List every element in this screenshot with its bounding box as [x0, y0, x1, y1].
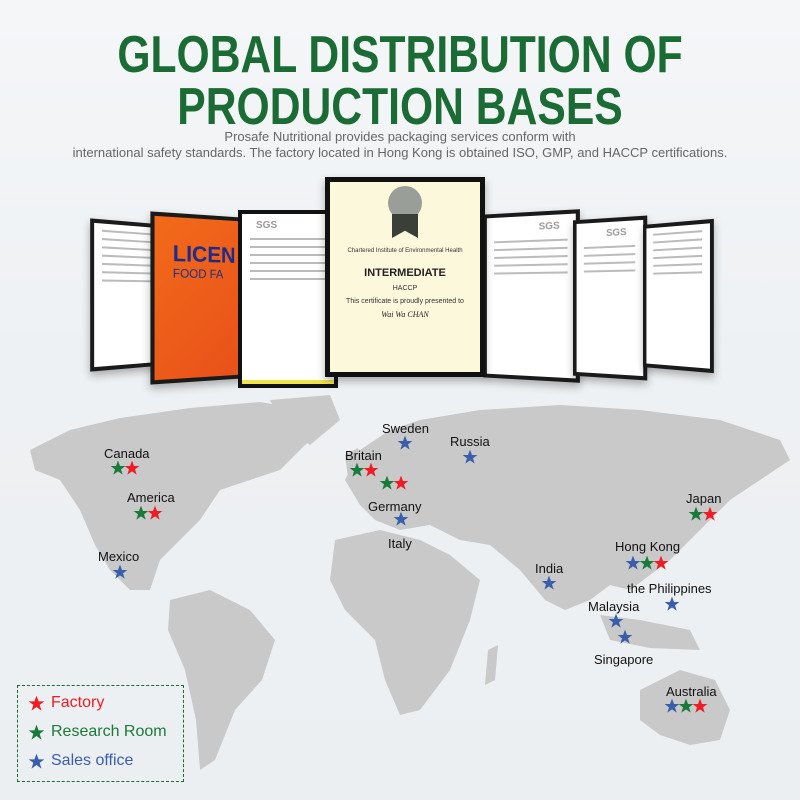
legend: Factory Research Room Sales office	[17, 685, 184, 782]
factory-star-icon	[702, 506, 718, 522]
location-label: Singapore	[594, 652, 653, 667]
location-label: Britain	[345, 448, 382, 463]
south-america	[168, 590, 275, 770]
legend-item-sales: Sales office	[28, 752, 133, 770]
location-label: Hong Kong	[615, 539, 680, 554]
location-label: Mexico	[98, 549, 139, 564]
sales-star-icon	[664, 596, 680, 612]
location-label: Russia	[450, 434, 490, 449]
sales-star-icon	[541, 575, 557, 591]
factory-star-icon	[653, 555, 669, 571]
certificate-level: INTERMEDIATE	[330, 267, 480, 280]
legend-label: Research Room	[51, 723, 167, 741]
location-label: Malaysia	[588, 599, 639, 614]
location-label: Sweden	[382, 421, 429, 436]
location-label: Italy	[388, 536, 412, 551]
location-label: Australia	[666, 684, 717, 699]
location-label: America	[127, 490, 175, 505]
certificate-org: Chartered Institute of Environmental Hea…	[330, 248, 480, 255]
factory-star-icon	[124, 460, 140, 476]
legend-label: Sales office	[51, 752, 133, 770]
star-icon	[28, 695, 45, 712]
location-label: Japan	[686, 491, 721, 506]
sales-star-icon	[462, 449, 478, 465]
north-america	[30, 402, 320, 590]
legend-item-factory: Factory	[28, 694, 104, 712]
madagascar	[485, 645, 498, 685]
ribbon-icon	[392, 214, 418, 238]
factory-star-icon	[393, 475, 409, 491]
location-label: India	[535, 561, 563, 576]
location-label: the Philippines	[627, 581, 712, 596]
sales-star-icon	[617, 629, 633, 645]
star-icon	[28, 753, 45, 770]
sales-star-icon	[112, 564, 128, 580]
sales-star-icon	[608, 613, 624, 629]
africa	[330, 530, 480, 715]
factory-star-icon	[363, 462, 379, 478]
factory-star-icon	[147, 505, 163, 521]
certificate-course: HACCP	[330, 284, 480, 293]
certificate-presented: This certificate is proudly presented to	[330, 297, 480, 306]
legend-label: Factory	[51, 694, 104, 712]
sales-star-icon	[393, 511, 409, 527]
factory-star-icon	[692, 698, 708, 714]
location-label: Canada	[104, 446, 150, 461]
sales-star-icon	[397, 435, 413, 451]
star-icon	[28, 724, 45, 741]
legend-item-research: Research Room	[28, 723, 167, 741]
haccp-certificate: Chartered Institute of Environmental Hea…	[325, 177, 485, 377]
certificate-name: Wai Wa CHAN	[330, 310, 480, 320]
